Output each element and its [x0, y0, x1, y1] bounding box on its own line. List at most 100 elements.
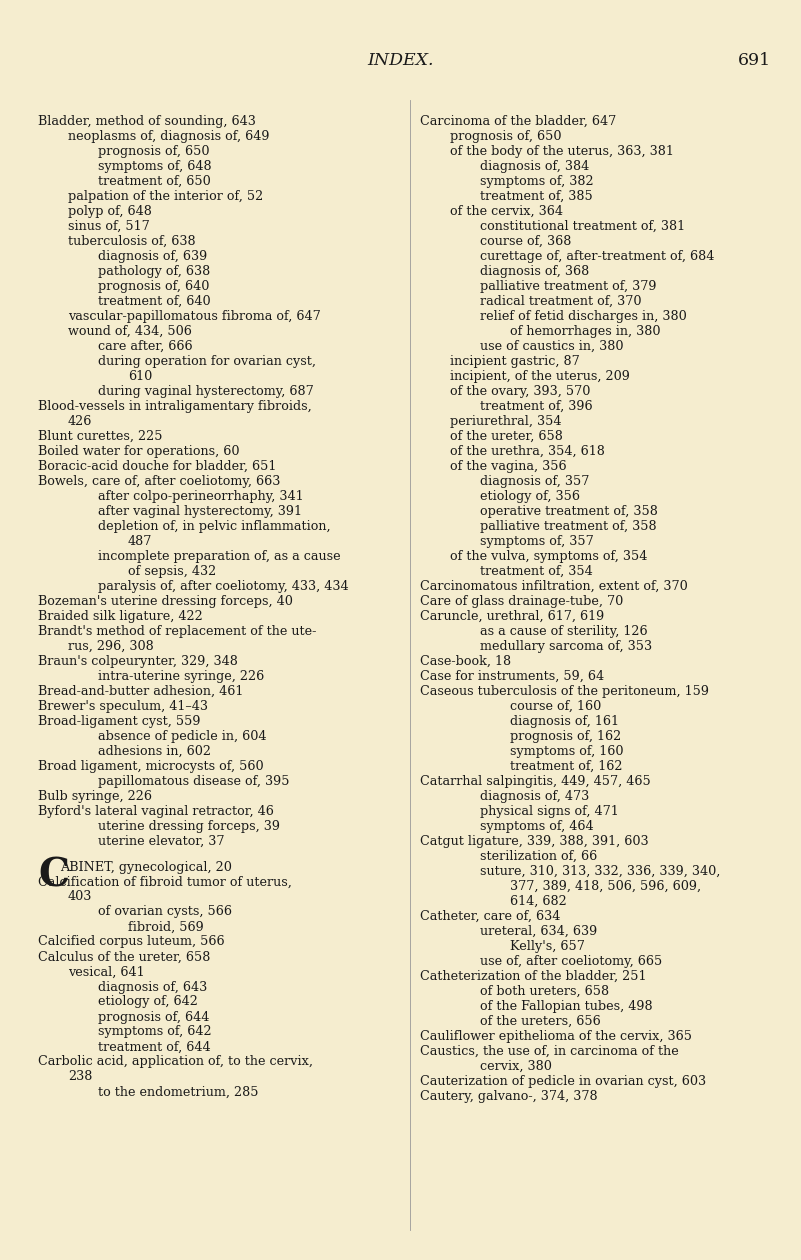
Text: Carcinomatous infiltration, extent of, 370: Carcinomatous infiltration, extent of, 3…	[420, 580, 688, 593]
Text: symptoms of, 648: symptoms of, 648	[98, 160, 211, 173]
Text: tuberculosis of, 638: tuberculosis of, 638	[68, 236, 195, 248]
Text: prognosis of, 640: prognosis of, 640	[98, 280, 209, 294]
Text: Blood-vessels in intraligamentary fibroids,: Blood-vessels in intraligamentary fibroi…	[38, 399, 312, 413]
Text: of the ureters, 656: of the ureters, 656	[480, 1016, 601, 1028]
Text: Cauliflower epithelioma of the cervix, 365: Cauliflower epithelioma of the cervix, 3…	[420, 1029, 692, 1043]
Text: radical treatment of, 370: radical treatment of, 370	[480, 295, 642, 307]
Text: Catheterization of the bladder, 251: Catheterization of the bladder, 251	[420, 970, 646, 983]
Text: cervix, 380: cervix, 380	[480, 1060, 552, 1074]
Text: prognosis of, 650: prognosis of, 650	[450, 130, 562, 142]
Text: prognosis of, 162: prognosis of, 162	[510, 730, 622, 743]
Text: Bowels, care of, after coeliotomy, 663: Bowels, care of, after coeliotomy, 663	[38, 475, 280, 488]
Text: 487: 487	[128, 536, 152, 548]
Text: Kelly's, 657: Kelly's, 657	[510, 940, 585, 953]
Text: diagnosis of, 357: diagnosis of, 357	[480, 475, 590, 488]
Text: rus, 296, 308: rus, 296, 308	[68, 640, 154, 653]
Text: depletion of, in pelvic inflammation,: depletion of, in pelvic inflammation,	[98, 520, 331, 533]
Text: 238: 238	[68, 1071, 92, 1084]
Text: papillomatous disease of, 395: papillomatous disease of, 395	[98, 775, 289, 788]
Text: sinus of, 517: sinus of, 517	[68, 220, 150, 233]
Text: uterine elevator, 37: uterine elevator, 37	[98, 835, 224, 848]
Text: of the vagina, 356: of the vagina, 356	[450, 460, 566, 472]
Text: to the endometrium, 285: to the endometrium, 285	[98, 1086, 259, 1099]
Text: treatment of, 650: treatment of, 650	[98, 175, 211, 188]
Text: Case-book, 18: Case-book, 18	[420, 655, 511, 668]
Text: after vaginal hysterectomy, 391: after vaginal hysterectomy, 391	[98, 505, 302, 518]
Text: treatment of, 644: treatment of, 644	[98, 1041, 211, 1053]
Text: 691: 691	[738, 52, 771, 69]
Text: vascular-papillomatous fibroma of, 647: vascular-papillomatous fibroma of, 647	[68, 310, 320, 323]
Text: Case for instruments, 59, 64: Case for instruments, 59, 64	[420, 670, 604, 683]
Text: 614, 682: 614, 682	[510, 895, 567, 908]
Text: constitutional treatment of, 381: constitutional treatment of, 381	[480, 220, 685, 233]
Text: after colpo-perineorrhaphy, 341: after colpo-perineorrhaphy, 341	[98, 490, 304, 503]
Text: prognosis of, 644: prognosis of, 644	[98, 1011, 209, 1023]
Text: 403: 403	[68, 891, 92, 903]
Text: as a cause of sterility, 126: as a cause of sterility, 126	[480, 625, 648, 638]
Text: Caseous tuberculosis of the peritoneum, 159: Caseous tuberculosis of the peritoneum, …	[420, 685, 709, 698]
Text: Bladder, method of sounding, 643: Bladder, method of sounding, 643	[38, 115, 256, 129]
Text: Carcinoma of the bladder, 647: Carcinoma of the bladder, 647	[420, 115, 616, 129]
Text: of ovarian cysts, 566: of ovarian cysts, 566	[98, 906, 232, 919]
Text: INDEX.: INDEX.	[367, 52, 434, 69]
Text: Braided silk ligature, 422: Braided silk ligature, 422	[38, 610, 203, 622]
Text: Cautery, galvano-, 374, 378: Cautery, galvano-, 374, 378	[420, 1090, 598, 1102]
Text: relief of fetid discharges in, 380: relief of fetid discharges in, 380	[480, 310, 686, 323]
Text: care after, 666: care after, 666	[98, 340, 192, 353]
Text: C: C	[38, 857, 69, 895]
Text: Broad-ligament cyst, 559: Broad-ligament cyst, 559	[38, 714, 200, 728]
Text: during vaginal hysterectomy, 687: during vaginal hysterectomy, 687	[98, 386, 314, 398]
Text: Brandt's method of replacement of the ute-: Brandt's method of replacement of the ut…	[38, 625, 316, 638]
Text: operative treatment of, 358: operative treatment of, 358	[480, 505, 658, 518]
Text: diagnosis of, 473: diagnosis of, 473	[480, 790, 590, 803]
Text: course of, 368: course of, 368	[480, 236, 571, 248]
Text: Bulb syringe, 226: Bulb syringe, 226	[38, 790, 152, 803]
Text: palliative treatment of, 358: palliative treatment of, 358	[480, 520, 657, 533]
Text: Carbolic acid, application of, to the cervix,: Carbolic acid, application of, to the ce…	[38, 1056, 313, 1068]
Text: etiology of, 356: etiology of, 356	[480, 490, 580, 503]
Text: of hemorrhages in, 380: of hemorrhages in, 380	[510, 325, 661, 338]
Text: incomplete preparation of, as a cause: incomplete preparation of, as a cause	[98, 551, 340, 563]
Text: ABINET, gynecological, 20: ABINET, gynecological, 20	[60, 861, 231, 873]
Text: Calcification of fibroid tumor of uterus,: Calcification of fibroid tumor of uterus…	[38, 876, 292, 888]
Text: vesical, 641: vesical, 641	[68, 965, 145, 979]
Text: treatment of, 385: treatment of, 385	[480, 190, 593, 203]
Text: Calcified corpus luteum, 566: Calcified corpus luteum, 566	[38, 935, 224, 949]
Text: adhesions in, 602: adhesions in, 602	[98, 745, 211, 759]
Text: treatment of, 396: treatment of, 396	[480, 399, 593, 413]
Text: of the urethra, 354, 618: of the urethra, 354, 618	[450, 445, 605, 457]
Text: of both ureters, 658: of both ureters, 658	[480, 985, 609, 998]
Text: treatment of, 354: treatment of, 354	[480, 564, 593, 578]
Text: Catheter, care of, 634: Catheter, care of, 634	[420, 910, 561, 924]
Text: uterine dressing forceps, 39: uterine dressing forceps, 39	[98, 820, 280, 833]
Text: symptoms of, 464: symptoms of, 464	[480, 820, 594, 833]
Text: palliative treatment of, 379: palliative treatment of, 379	[480, 280, 657, 294]
Text: Catarrhal salpingitis, 449, 457, 465: Catarrhal salpingitis, 449, 457, 465	[420, 775, 650, 788]
Text: 610: 610	[128, 370, 152, 383]
Text: Braun's colpeurynter, 329, 348: Braun's colpeurynter, 329, 348	[38, 655, 238, 668]
Text: Byford's lateral vaginal retractor, 46: Byford's lateral vaginal retractor, 46	[38, 805, 274, 818]
Text: of the ovary, 393, 570: of the ovary, 393, 570	[450, 386, 590, 398]
Text: Cauterization of pedicle in ovarian cyst, 603: Cauterization of pedicle in ovarian cyst…	[420, 1075, 706, 1087]
Text: diagnosis of, 384: diagnosis of, 384	[480, 160, 590, 173]
Text: prognosis of, 650: prognosis of, 650	[98, 145, 210, 158]
Text: Blunt curettes, 225: Blunt curettes, 225	[38, 430, 163, 444]
Text: curettage of, after-treatment of, 684: curettage of, after-treatment of, 684	[480, 249, 714, 263]
Text: physical signs of, 471: physical signs of, 471	[480, 805, 618, 818]
Text: Boracic-acid douche for bladder, 651: Boracic-acid douche for bladder, 651	[38, 460, 276, 472]
Text: of the cervix, 364: of the cervix, 364	[450, 205, 563, 218]
Text: paralysis of, after coeliotomy, 433, 434: paralysis of, after coeliotomy, 433, 434	[98, 580, 348, 593]
Text: neoplasms of, diagnosis of, 649: neoplasms of, diagnosis of, 649	[68, 130, 269, 142]
Text: of the Fallopian tubes, 498: of the Fallopian tubes, 498	[480, 1000, 653, 1013]
Text: periurethral, 354: periurethral, 354	[450, 415, 562, 428]
Text: symptoms of, 382: symptoms of, 382	[480, 175, 594, 188]
Text: Caruncle, urethral, 617, 619: Caruncle, urethral, 617, 619	[420, 610, 604, 622]
Text: symptoms of, 160: symptoms of, 160	[510, 745, 623, 759]
Text: fibroid, 569: fibroid, 569	[128, 921, 203, 934]
Text: medullary sarcoma of, 353: medullary sarcoma of, 353	[480, 640, 652, 653]
Text: polyp of, 648: polyp of, 648	[68, 205, 152, 218]
Text: Bozeman's uterine dressing forceps, 40: Bozeman's uterine dressing forceps, 40	[38, 595, 293, 609]
Text: treatment of, 162: treatment of, 162	[510, 760, 622, 772]
Text: diagnosis of, 639: diagnosis of, 639	[98, 249, 207, 263]
Text: Bread-and-butter adhesion, 461: Bread-and-butter adhesion, 461	[38, 685, 244, 698]
